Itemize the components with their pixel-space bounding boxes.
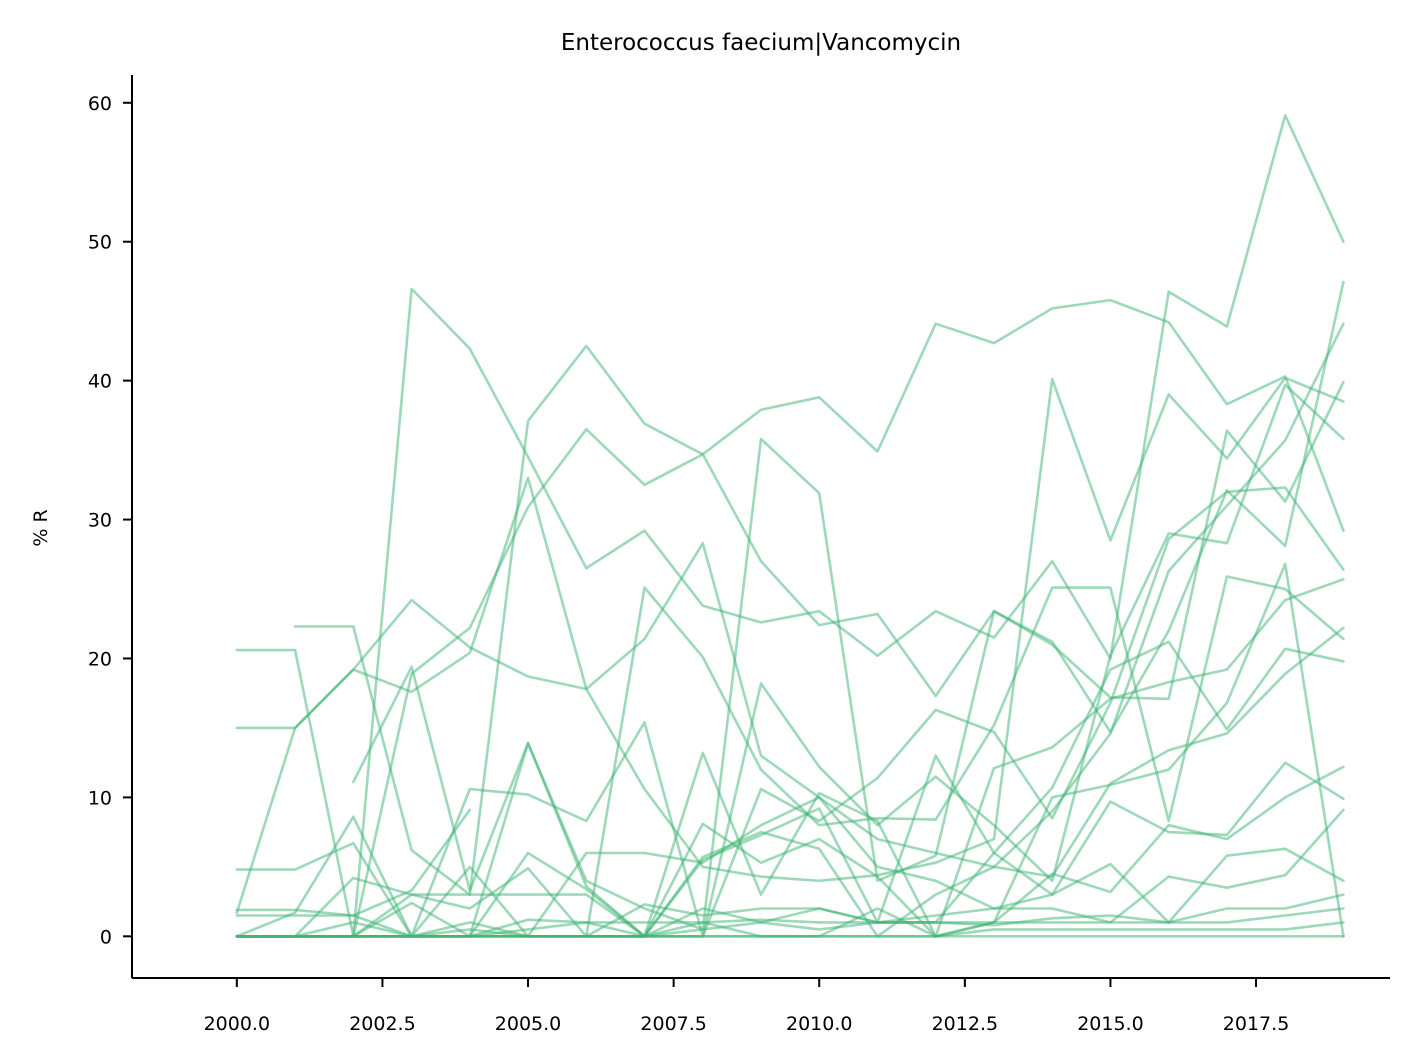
- series-line-3: [235, 376, 1345, 883]
- chart-title: Enterococcus faecium|Vancomycin: [561, 30, 961, 56]
- series-line-6: [235, 322, 1345, 914]
- y-tick-label: 30: [88, 510, 112, 532]
- series-line-2: [293, 298, 1345, 896]
- x-tick-label: 2015.0: [1077, 1013, 1143, 1035]
- y-tick-label: 40: [88, 371, 112, 393]
- x-tick-label: 2000.0: [204, 1013, 270, 1035]
- series-line-12: [235, 626, 1345, 938]
- y-tick-label: 0: [100, 926, 112, 948]
- series-line-13: [235, 562, 1345, 938]
- y-axis-label: % R: [30, 509, 52, 546]
- x-tick-label: 2007.5: [640, 1013, 706, 1035]
- series-line-1: [235, 114, 1345, 938]
- y-tick-label: 50: [88, 232, 112, 254]
- series-line-7: [352, 383, 1345, 938]
- x-tick-label: 2002.5: [349, 1013, 415, 1035]
- series-line-11: [235, 640, 1345, 938]
- series-line-4: [235, 380, 1345, 938]
- series-line-9: [235, 575, 1345, 938]
- series-line-10: [235, 578, 1345, 938]
- x-tick-label: 2005.0: [495, 1013, 561, 1035]
- series-line-8: [235, 486, 1345, 938]
- y-ticks: 0 10 20 30 40 50 60: [88, 93, 132, 948]
- plot-lines: [235, 114, 1345, 938]
- y-tick-label: 20: [88, 648, 112, 670]
- x-tick-label: 2010.0: [786, 1013, 852, 1035]
- x-tick-label: 2017.5: [1223, 1013, 1289, 1035]
- x-tick-label: 2012.5: [932, 1013, 998, 1035]
- y-tick-label: 10: [88, 787, 112, 809]
- x-ticks: 2000.0 2002.5 2005.0 2007.5 2010.0 2012.5 2015…: [204, 978, 1289, 1035]
- y-tick-label: 60: [88, 93, 112, 115]
